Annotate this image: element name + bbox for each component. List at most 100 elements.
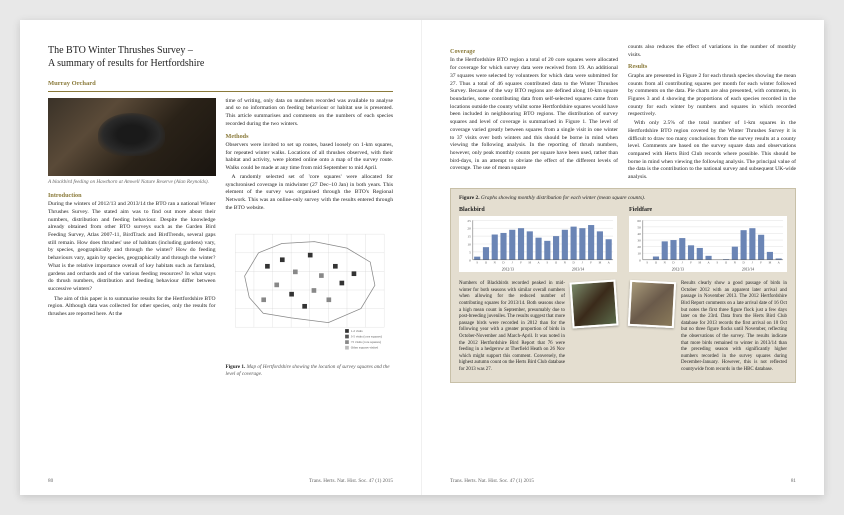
svg-text:20: 20 (637, 245, 641, 249)
blackbird-body-row: Numbers of Blackbirds recorded peaked in… (459, 281, 617, 374)
svg-text:O: O (655, 261, 658, 265)
right-col-1: Coverage In the Hertfordshire BTO region… (450, 44, 618, 182)
svg-text:D: D (672, 261, 675, 265)
svg-text:J: J (582, 261, 584, 265)
col2-continuation: time of writing, only data on numbers re… (226, 98, 394, 129)
methods-text-2: A randomly selected set of 'core squares… (226, 174, 394, 213)
svg-text:S: S (546, 261, 548, 265)
page-left: The BTO Winter Thrushes Survey – A summa… (20, 20, 422, 495)
right-columns: Coverage In the Hertfordshire BTO region… (450, 44, 796, 182)
coverage-text: In the Hertfordshire BTO region a total … (450, 57, 618, 173)
svg-text:S: S (646, 261, 648, 265)
svg-text:F: F (760, 261, 762, 265)
article-title: The BTO Winter Thrushes Survey – A summa… (48, 44, 393, 70)
charts-row: Blackbird 0510152025SONDJFMASONDJFMA2012… (459, 206, 787, 373)
svg-text:>5 visits (core squares): >5 visits (core squares) (350, 341, 380, 345)
svg-text:M: M (698, 261, 701, 265)
map-legend: 1-2 visits 3-5 visits (core squares) >5 … (345, 329, 382, 350)
fieldfare-chart: 0 10 20 30 40 50 60 S O N D J F M A S O N D J F M A 2012/13 2013… (629, 216, 787, 272)
blackbird-commentary: Numbers of Blackbirds recorded peaked in… (459, 281, 565, 374)
blackbird-block: Blackbird 0510152025SONDJFMASONDJFMA2012… (459, 206, 617, 373)
intro-text: During the winters of 2012/13 and 2013/1… (48, 201, 216, 294)
blackbird-title: Blackbird (459, 206, 617, 214)
svg-text:F: F (690, 261, 692, 265)
svg-text:O: O (725, 261, 728, 265)
svg-text:2012/13: 2012/13 (502, 268, 514, 272)
svg-text:50: 50 (637, 226, 641, 230)
svg-text:D: D (502, 261, 505, 265)
svg-text:S: S (476, 261, 478, 265)
svg-text:F: F (520, 261, 522, 265)
svg-text:M: M (599, 261, 602, 265)
intro-heading: Introduction (48, 192, 216, 200)
svg-text:60: 60 (637, 219, 641, 223)
blackbird-thumb (569, 280, 618, 329)
figure-2-label: Figure 2. (459, 195, 480, 201)
page-right: Coverage In the Hertfordshire BTO region… (422, 20, 824, 495)
figure-1-text: Map of Hertfordshire showing the locatio… (226, 364, 390, 377)
svg-text:1-2 visits: 1-2 visits (350, 329, 363, 333)
map-svg: 1-2 visits 3-5 visits (core squares) >5 … (226, 220, 394, 360)
svg-text:N: N (734, 261, 737, 265)
figure-2-caption: Figure 2. Graphs showing monthly distrib… (459, 195, 787, 202)
svg-text:J: J (512, 261, 514, 265)
svg-text:Other squares visited: Other squares visited (350, 346, 378, 350)
figure-1-label: Figure 1. (226, 364, 246, 370)
figure-2-panel: Figure 2. Graphs showing monthly distrib… (450, 188, 796, 383)
results-text: Graphs are presented in Figure 2 for eac… (628, 73, 796, 119)
methods-text: Observers were invited to set up routes,… (226, 142, 394, 173)
svg-text:2012/13: 2012/13 (672, 268, 684, 272)
results-heading: Results (628, 63, 796, 71)
svg-text:A: A (778, 261, 781, 265)
title-line-1: The BTO Winter Thrushes Survey – (48, 45, 193, 56)
page-number-left: 80 (48, 478, 53, 485)
left-columns: A blackbird feeding on Hawthorn at Amwel… (48, 98, 393, 379)
fieldfare-commentary: Results clearly show a good passage of b… (681, 281, 787, 374)
svg-text:5: 5 (469, 251, 471, 255)
page-spread: The BTO Winter Thrushes Survey – A summa… (20, 20, 824, 495)
svg-text:A: A (707, 261, 710, 265)
svg-text:F: F (590, 261, 592, 265)
left-col-1: A blackbird feeding on Hawthorn at Amwel… (48, 98, 216, 379)
journal-ref-right: Trans. Herts. Nat. Hist. Soc. 47 (1) 201… (450, 478, 534, 485)
results-text-2: With only 2.5% of the total number of 1-… (628, 120, 796, 182)
svg-text:M: M (769, 261, 772, 265)
figure-2-text: Graphs showing monthly distribution for … (480, 195, 646, 201)
fieldfare-block: Fieldfare 0102030405060SONDJFMASONDJFMA2… (629, 206, 787, 373)
svg-text:J: J (682, 261, 684, 265)
svg-text:M: M (528, 261, 531, 265)
intro-text-2: The aim of this paper is to summarise re… (48, 296, 216, 319)
methods-heading: Methods (226, 133, 394, 141)
svg-text:10: 10 (637, 252, 641, 256)
svg-text:30: 30 (637, 239, 641, 243)
fieldfare-thumb (628, 280, 676, 328)
figure-1-caption: Figure 1. Map of Hertfordshire showing t… (226, 364, 394, 378)
blackbird-photo (48, 98, 216, 176)
right-col-2: counts also reduces the effect of variat… (628, 44, 796, 182)
svg-text:N: N (664, 261, 667, 265)
blackbird-chart: 0510152025SONDJFMASONDJFMA2012/132013/14 (459, 216, 617, 272)
coverage-text-2: counts also reduces the effect of variat… (628, 44, 796, 59)
photo-caption: A blackbird feeding on Hawthorn at Amwel… (48, 179, 216, 186)
svg-text:25: 25 (467, 219, 471, 223)
svg-text:0: 0 (639, 259, 641, 263)
svg-text:A: A (608, 261, 611, 265)
svg-text:O: O (485, 261, 488, 265)
svg-text:N: N (564, 261, 567, 265)
page-number-right: 81 (791, 478, 796, 485)
svg-text:D: D (743, 261, 746, 265)
svg-text:S: S (716, 261, 718, 265)
svg-text:3-5 visits (core squares): 3-5 visits (core squares) (350, 335, 381, 339)
svg-text:J: J (752, 261, 754, 265)
journal-ref-left: Trans. Herts. Nat. Hist. Soc. 47 (1) 201… (309, 478, 393, 485)
svg-text:40: 40 (637, 232, 641, 236)
svg-text:A: A (537, 261, 540, 265)
left-col-2: time of writing, only data on numbers re… (226, 98, 394, 379)
hertfordshire-map: 1-2 visits 3-5 visits (core squares) >5 … (226, 220, 394, 360)
svg-text:D: D (573, 261, 576, 265)
svg-text:2013/14: 2013/14 (742, 268, 754, 272)
svg-text:0: 0 (469, 259, 471, 263)
svg-text:20: 20 (467, 227, 471, 231)
survey-squares (261, 253, 356, 309)
svg-text:2013/14: 2013/14 (572, 268, 584, 272)
